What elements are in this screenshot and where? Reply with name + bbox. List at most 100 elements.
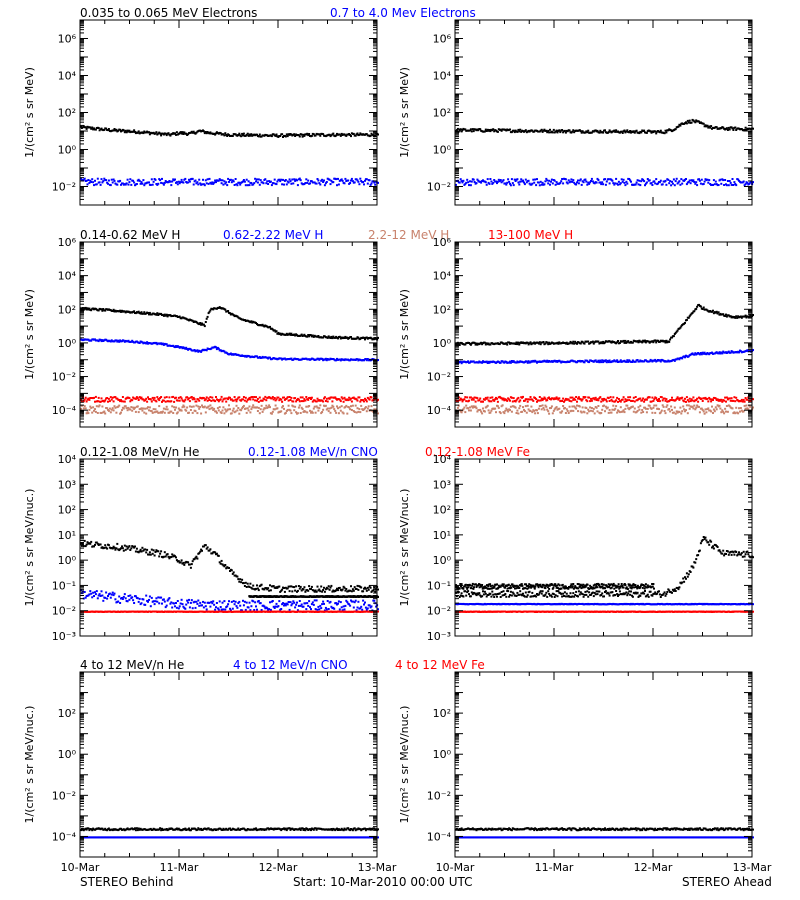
data-point	[587, 129, 590, 132]
data-point	[231, 135, 234, 137]
data-point	[270, 397, 273, 400]
data-point	[139, 312, 142, 315]
data-point	[573, 131, 576, 134]
data-point	[615, 177, 618, 180]
data-point	[534, 412, 537, 415]
series-0	[455, 303, 754, 346]
data-point	[616, 411, 619, 414]
data-point	[315, 182, 318, 185]
data-point	[205, 132, 208, 135]
data-point	[735, 129, 738, 131]
data-point	[237, 578, 240, 581]
data-point	[240, 409, 243, 412]
data-point	[466, 178, 469, 181]
data-point	[104, 399, 107, 402]
data-point	[206, 178, 209, 181]
data-point	[195, 404, 198, 407]
data-point	[727, 126, 730, 129]
data-point	[189, 566, 192, 569]
data-point	[546, 359, 549, 362]
data-point	[683, 179, 686, 182]
data-point	[153, 554, 156, 557]
data-point	[272, 398, 275, 401]
data-point	[175, 559, 178, 562]
data-point	[530, 405, 533, 408]
data-point	[499, 361, 502, 364]
data-point	[209, 396, 212, 399]
data-point	[617, 180, 620, 183]
data-point	[713, 410, 716, 413]
data-point	[161, 342, 164, 345]
data-point	[558, 129, 561, 132]
data-point	[194, 556, 197, 559]
data-point	[85, 412, 88, 415]
data-point	[485, 360, 488, 363]
data-point	[365, 178, 368, 181]
data-point	[142, 312, 145, 315]
data-point	[191, 319, 194, 322]
data-point	[668, 182, 671, 185]
y-tick-label: 10⁰	[433, 337, 452, 350]
data-point	[215, 552, 218, 555]
data-point	[293, 133, 296, 136]
data-point	[115, 128, 118, 131]
data-point	[640, 180, 643, 183]
data-point	[496, 180, 499, 183]
data-point	[349, 398, 352, 401]
data-point	[473, 396, 476, 399]
data-point	[172, 412, 175, 414]
data-point	[602, 361, 605, 364]
data-point	[320, 412, 323, 415]
data-point	[634, 396, 637, 398]
data-point	[684, 410, 686, 413]
data-point	[107, 400, 109, 403]
data-point	[109, 340, 112, 343]
data-point	[484, 181, 487, 184]
data-point	[585, 399, 588, 402]
data-point	[296, 412, 299, 415]
data-point	[177, 407, 180, 410]
data-point	[161, 411, 163, 414]
data-point	[242, 406, 244, 408]
data-point	[108, 407, 111, 410]
data-point	[365, 359, 368, 362]
data-point	[629, 396, 632, 399]
data-point	[91, 126, 94, 129]
data-point	[648, 404, 651, 407]
data-point	[597, 399, 600, 402]
data-point	[148, 311, 151, 314]
data-point	[221, 400, 224, 403]
data-point	[180, 409, 183, 412]
data-point	[201, 404, 203, 407]
data-point	[217, 179, 220, 182]
data-point	[206, 546, 209, 549]
data-point	[104, 544, 107, 547]
data-point	[115, 411, 118, 414]
data-point	[505, 407, 508, 410]
data-point	[707, 400, 710, 403]
data-point	[729, 181, 732, 184]
data-point	[215, 346, 217, 349]
data-point	[290, 332, 293, 335]
data-point	[496, 405, 499, 408]
data-point	[680, 325, 683, 328]
data-point	[742, 410, 745, 413]
data-point	[275, 183, 278, 186]
data-point	[191, 131, 194, 134]
data-point	[280, 398, 283, 401]
data-point	[226, 184, 229, 187]
data-point	[217, 400, 220, 403]
data-point	[130, 547, 133, 550]
data-point	[270, 412, 273, 415]
data-point	[85, 127, 88, 130]
data-point	[134, 545, 136, 548]
data-point	[707, 181, 710, 184]
data-point	[217, 409, 220, 412]
data-point	[327, 410, 330, 413]
data-point	[590, 399, 593, 402]
data-point	[648, 360, 651, 363]
data-point	[314, 134, 317, 137]
data-point	[233, 184, 236, 186]
data-point	[469, 409, 472, 412]
data-point	[285, 133, 288, 136]
